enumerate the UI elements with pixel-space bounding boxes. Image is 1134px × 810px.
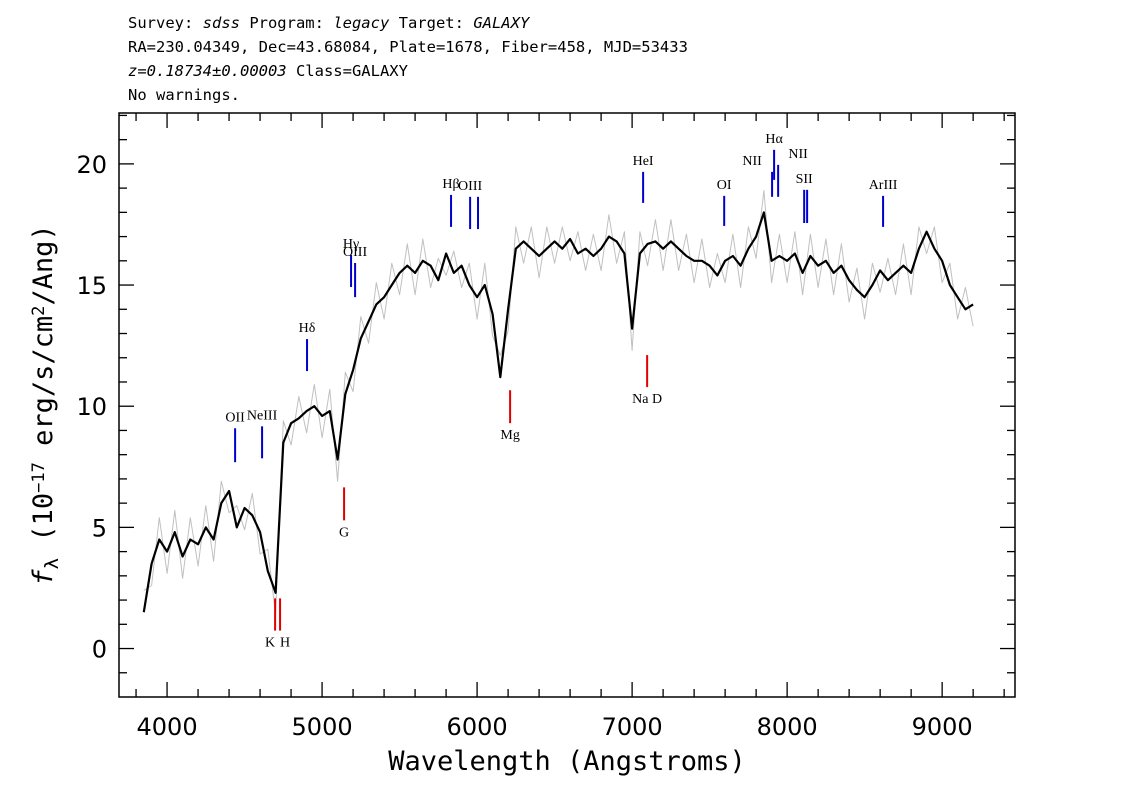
line-label: Hδ — [299, 321, 316, 336]
x-axis-title: Wavelength (Angstroms) — [388, 746, 746, 777]
line-label: Mg — [500, 428, 519, 443]
y-tick-label: 5 — [92, 514, 107, 542]
header-line: z=0.18734±0.00003 Class=GALAXY — [128, 62, 409, 80]
y-tick-label: 20 — [76, 151, 107, 179]
line-label: OIII — [343, 245, 367, 260]
header-text: RA=230.04349, Dec=43.68084, Plate=1678, … — [128, 38, 688, 56]
line-label: Na D — [632, 392, 662, 407]
header-text: Survey: — [128, 14, 203, 32]
line-label: G — [339, 525, 349, 540]
y-tick-label: 15 — [76, 272, 107, 300]
x-tick-label: 4000 — [137, 713, 198, 741]
header-line: Survey: sdss Program: legacy Target: GAL… — [128, 14, 531, 32]
y-axis-title-part: 2 — [29, 306, 49, 316]
line-label: OIII — [458, 179, 482, 194]
y-tick-label: 10 — [76, 393, 107, 421]
x-tick-label: 5000 — [292, 713, 353, 741]
line-label: ArIII — [869, 178, 898, 193]
header-text: No warnings. — [128, 86, 240, 104]
line-label: Hγ — [343, 237, 359, 252]
y-axis-title-part: λ — [41, 558, 63, 569]
header-text: GALAXY — [473, 14, 531, 32]
header-line: RA=230.04349, Dec=43.68084, Plate=1678, … — [128, 38, 688, 56]
y-axis-title-part: /Ang) — [28, 224, 59, 305]
line-label: K — [265, 636, 275, 651]
line-label: SII — [796, 172, 813, 187]
y-tick-label: 0 — [92, 636, 107, 664]
y-axis-title-part: −17 — [29, 462, 49, 493]
line-label: NII — [742, 154, 762, 169]
line-label: Hα — [765, 132, 783, 147]
spectrum-line — [142, 211, 974, 613]
header-text: z=0.18734±0.00003 — [128, 62, 287, 80]
line-label: NeIII — [247, 408, 278, 423]
y-axis-title: fλ (10−17 erg/s/cm2/Ang) — [28, 224, 63, 585]
header-text: legacy — [333, 14, 390, 32]
y-axis-title-part: erg/s/cm — [28, 316, 59, 462]
header-text: Target: — [389, 14, 473, 32]
x-tick-label: 7000 — [602, 713, 663, 741]
x-tick-label: 6000 — [447, 713, 508, 741]
line-label: HeI — [633, 154, 654, 169]
y-axis-title-part: f — [28, 569, 59, 586]
plot-frame — [118, 112, 1016, 698]
line-label: OII — [225, 410, 245, 425]
y-axis-title-part: (10 — [28, 493, 59, 558]
x-tick-label: 8000 — [757, 713, 818, 741]
header-text: Program: — [240, 14, 333, 32]
line-label: Hβ — [442, 177, 459, 192]
line-label: NII — [788, 147, 808, 162]
line-label: H — [280, 636, 290, 651]
header-text: sdss — [203, 14, 240, 32]
header-line: No warnings. — [128, 86, 240, 104]
plot-area — [142, 190, 974, 616]
line-label: OI — [717, 178, 732, 193]
header-text: Class=GALAXY — [287, 62, 409, 80]
x-tick-label: 9000 — [912, 713, 973, 741]
